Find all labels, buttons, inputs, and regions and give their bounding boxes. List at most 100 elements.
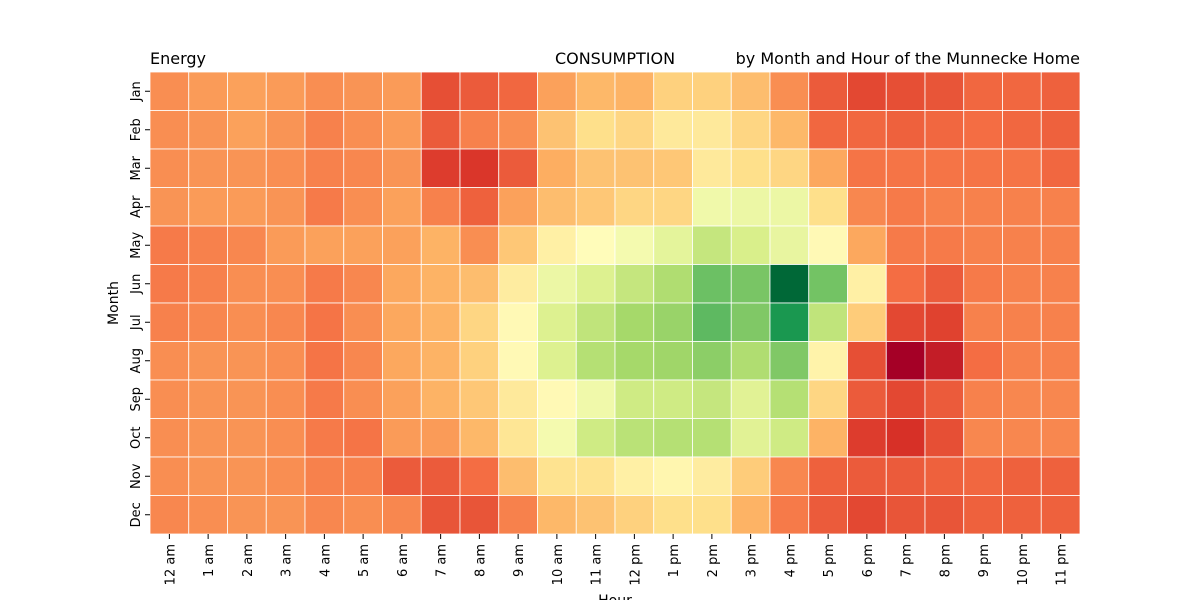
heat-cell xyxy=(343,418,383,458)
heat-cell xyxy=(924,71,965,111)
heat-cell xyxy=(265,110,306,150)
y-tick-label: Dec xyxy=(129,502,144,527)
heat-cell xyxy=(808,225,848,265)
heat-cell xyxy=(692,225,732,265)
heat-cell xyxy=(498,225,538,265)
heat-cell xyxy=(653,341,693,381)
heat-cell xyxy=(808,264,848,304)
heat-cell xyxy=(730,148,771,188)
heat-cell xyxy=(420,148,461,188)
heat-cell xyxy=(575,148,616,188)
heat-cell xyxy=(575,264,616,304)
x-tick-label: 10 pm xyxy=(1016,544,1031,586)
y-tick-label: May xyxy=(129,232,144,259)
heat-cell xyxy=(730,418,771,458)
heat-cell xyxy=(963,418,1003,458)
heat-cell xyxy=(149,341,190,381)
heat-cell xyxy=(227,418,267,458)
heat-cell xyxy=(382,264,422,304)
heat-cell xyxy=(924,187,965,227)
heat-cell xyxy=(227,456,267,496)
x-tick-label: 1 am xyxy=(202,544,217,577)
heat-cell xyxy=(730,341,771,381)
heat-cell xyxy=(847,418,887,458)
heat-cell xyxy=(265,148,306,188)
heat-cell xyxy=(304,187,345,227)
heat-cell xyxy=(498,148,538,188)
heat-cell xyxy=(459,379,500,419)
x-tick-label: 11 pm xyxy=(1055,544,1070,586)
heat-cell xyxy=(227,302,267,342)
heat-cell xyxy=(343,264,383,304)
heat-cell xyxy=(188,302,228,342)
heat-cell xyxy=(265,379,306,419)
heat-cell xyxy=(382,379,422,419)
heat-cell xyxy=(265,456,306,496)
heat-cell xyxy=(847,456,887,496)
heat-cell xyxy=(575,456,616,496)
heat-cell xyxy=(614,225,655,265)
heat-cell xyxy=(188,341,228,381)
heat-cell xyxy=(149,418,190,458)
heat-cell xyxy=(382,110,422,150)
heat-cell xyxy=(769,302,810,342)
heat-cell xyxy=(188,495,228,535)
heat-cell xyxy=(885,341,926,381)
heat-cell xyxy=(537,341,577,381)
heat-cell xyxy=(1040,495,1081,535)
heat-cell xyxy=(808,379,848,419)
heat-cell xyxy=(769,148,810,188)
x-tick-label: 9 pm xyxy=(977,544,992,577)
heat-cell xyxy=(692,148,732,188)
heat-cell xyxy=(149,110,190,150)
heat-cell xyxy=(265,302,306,342)
heat-cell xyxy=(304,264,345,304)
heat-cell xyxy=(847,225,887,265)
heat-cell xyxy=(537,418,577,458)
heat-cell xyxy=(227,225,267,265)
heat-cell xyxy=(1002,264,1042,304)
heat-cell xyxy=(924,225,965,265)
heat-cell xyxy=(1002,379,1042,419)
heat-cell xyxy=(537,495,577,535)
heat-cell xyxy=(653,302,693,342)
heat-cell xyxy=(730,110,771,150)
heat-cell xyxy=(614,264,655,304)
heat-cell xyxy=(343,148,383,188)
heat-cell xyxy=(537,302,577,342)
heat-cell xyxy=(343,187,383,227)
heat-cell xyxy=(537,187,577,227)
heat-cell xyxy=(1002,341,1042,381)
heat-cell xyxy=(537,264,577,304)
heat-cell xyxy=(304,71,345,111)
heat-cell xyxy=(188,418,228,458)
heat-cell xyxy=(382,71,422,111)
heat-cell xyxy=(1002,418,1042,458)
heat-cell xyxy=(1040,71,1081,111)
heat-cell xyxy=(614,302,655,342)
heat-cell xyxy=(382,495,422,535)
heat-cell xyxy=(304,225,345,265)
heat-cell xyxy=(149,71,190,111)
heat-cell xyxy=(692,187,732,227)
x-tick-label: 12 am xyxy=(163,544,178,585)
heat-cell xyxy=(885,302,926,342)
heat-cell xyxy=(420,110,461,150)
heat-cell xyxy=(304,110,345,150)
x-tick-label: 6 pm xyxy=(861,544,876,577)
heat-cell xyxy=(692,379,732,419)
heat-cell xyxy=(420,264,461,304)
heat-cell xyxy=(924,148,965,188)
heat-cell xyxy=(614,71,655,111)
heat-cell xyxy=(227,110,267,150)
heat-cell xyxy=(1040,148,1081,188)
heat-cell xyxy=(227,187,267,227)
heat-cell xyxy=(692,456,732,496)
title-part: CONSUMPTION xyxy=(555,49,675,68)
heat-cell xyxy=(963,187,1003,227)
heat-cell xyxy=(575,71,616,111)
heat-cell xyxy=(808,302,848,342)
heat-cell xyxy=(653,225,693,265)
heat-cell xyxy=(227,71,267,111)
heat-cell xyxy=(847,71,887,111)
